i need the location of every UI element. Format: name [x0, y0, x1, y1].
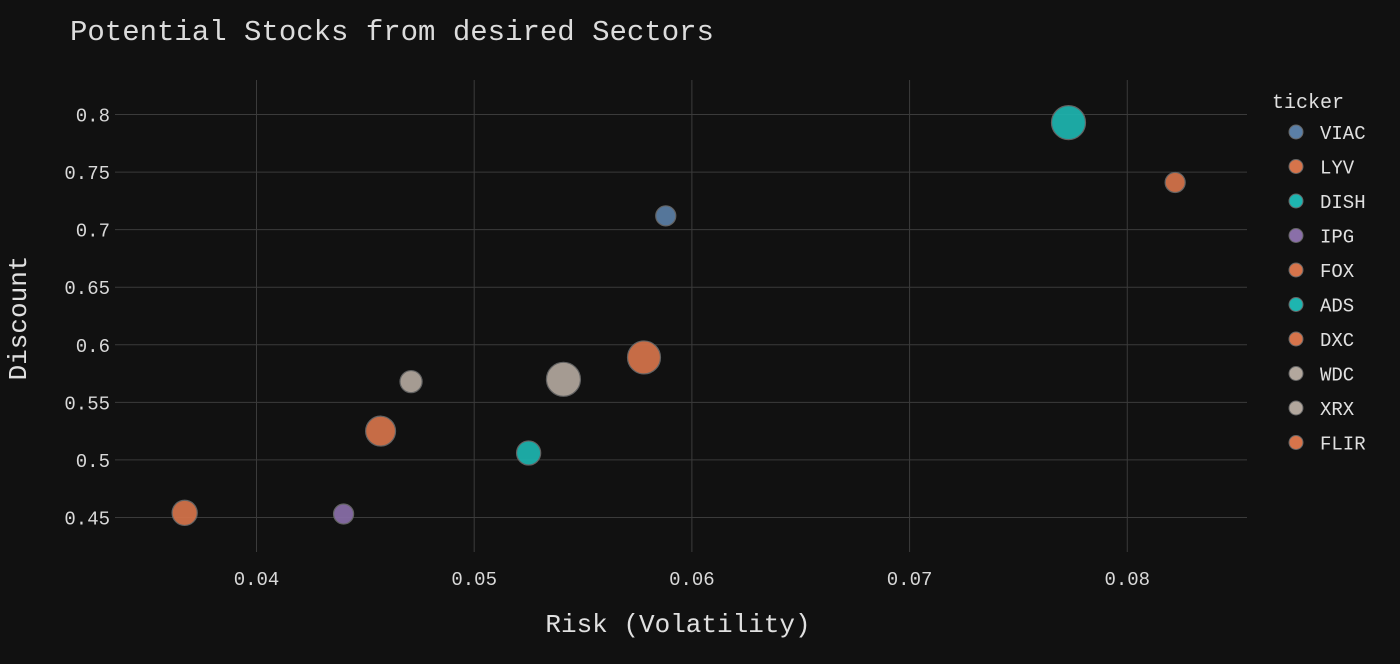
legend-item-lyv[interactable]: LYV — [1288, 158, 1355, 180]
point-ipg[interactable] — [332, 503, 355, 525]
x-axis-ticks: 0.04 0.05 0.06 0.07 0.08 — [234, 569, 1150, 591]
legend-item-ads[interactable]: ADS — [1288, 296, 1354, 318]
legend-item-flir[interactable]: FLIR — [1288, 434, 1366, 456]
legend-marker — [1288, 297, 1304, 312]
legend-marker — [1288, 262, 1304, 278]
legend-marker — [1288, 400, 1304, 416]
chart-title: Potential Stocks from desired Sectors — [70, 16, 714, 49]
y-axis-title: Discount — [4, 256, 34, 381]
legend-marker — [1288, 435, 1304, 450]
legend-label: DXC — [1320, 330, 1354, 352]
point-dxc[interactable] — [626, 340, 662, 375]
legend-label: LYV — [1320, 158, 1355, 180]
legend-marker — [1288, 193, 1304, 209]
point-flir[interactable] — [365, 415, 397, 447]
legend-label: XRX — [1320, 399, 1355, 421]
legend-item-dish[interactable]: DISH — [1288, 192, 1366, 214]
y-tick-label: 0.55 — [64, 393, 110, 415]
legend-title: ticker — [1272, 92, 1344, 115]
legend-label: FOX — [1320, 261, 1355, 283]
y-axis-ticks: 0.45 0.5 0.55 0.6 0.65 0.7 0.75 0.8 — [64, 106, 110, 531]
legend-marker — [1288, 331, 1304, 347]
legend-label: IPG — [1320, 227, 1354, 249]
point-fox[interactable] — [171, 499, 198, 527]
legend-marker — [1288, 159, 1304, 174]
legend-item-xrx[interactable]: XRX — [1288, 399, 1355, 421]
y-tick-label: 0.8 — [76, 106, 110, 128]
y-tick-label: 0.75 — [64, 163, 110, 185]
legend-label: FLIR — [1320, 434, 1366, 456]
legend-item-viac[interactable]: VIAC — [1288, 123, 1366, 145]
grid-layer — [115, 80, 1247, 552]
y-tick-label: 0.7 — [76, 221, 110, 243]
y-tick-label: 0.45 — [64, 508, 110, 530]
y-tick-label: 0.6 — [76, 336, 110, 358]
legend-label: ADS — [1320, 296, 1354, 318]
point-lyv[interactable] — [1164, 171, 1186, 194]
legend-item-fox[interactable]: FOX — [1288, 261, 1355, 283]
legend: ticker VIAC LYV DISH IPG FOX ADS DXC WDC XRX FLIR — [1272, 92, 1366, 456]
points-layer — [171, 104, 1186, 527]
point-viac[interactable] — [655, 205, 677, 227]
x-tick-label: 0.05 — [451, 569, 497, 591]
legend-item-dxc[interactable]: DXC — [1288, 330, 1354, 352]
point-wdc[interactable] — [545, 361, 582, 397]
point-xrx[interactable] — [399, 369, 423, 394]
point-ads[interactable] — [515, 440, 542, 466]
legend-item-ipg[interactable]: IPG — [1288, 227, 1354, 249]
x-tick-label: 0.04 — [234, 569, 280, 591]
point-dish[interactable] — [1050, 104, 1087, 141]
legend-label: VIAC — [1320, 123, 1366, 145]
legend-label: DISH — [1320, 192, 1366, 214]
y-tick-label: 0.5 — [76, 451, 110, 473]
x-axis-title: Risk (Volatility) — [545, 610, 810, 640]
legend-label: WDC — [1320, 365, 1354, 387]
legend-item-wdc[interactable]: WDC — [1288, 365, 1354, 387]
x-tick-label: 0.06 — [669, 569, 715, 591]
legend-marker — [1288, 124, 1304, 140]
y-tick-label: 0.65 — [64, 278, 110, 300]
legend-marker — [1288, 228, 1304, 243]
x-tick-label: 0.07 — [887, 569, 933, 591]
x-tick-label: 0.08 — [1104, 569, 1150, 591]
legend-items: VIAC LYV DISH IPG FOX ADS DXC WDC XRX FLIR — [1288, 123, 1366, 456]
legend-marker — [1288, 366, 1304, 381]
